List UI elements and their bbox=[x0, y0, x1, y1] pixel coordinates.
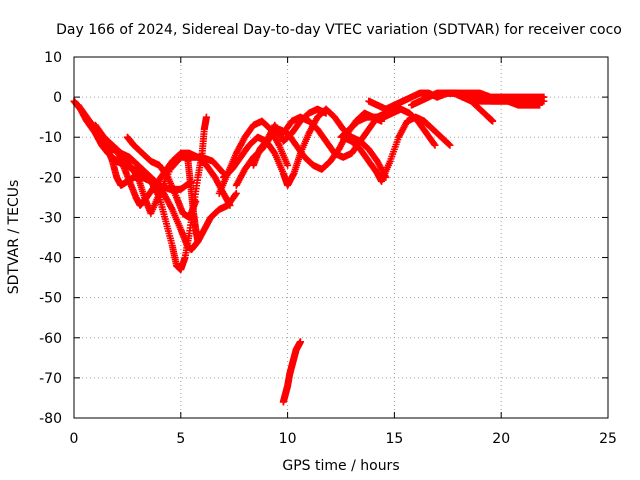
data-point bbox=[232, 189, 240, 197]
y-tick-label: -70 bbox=[39, 371, 62, 387]
data-point bbox=[322, 109, 330, 117]
x-tick-label: 0 bbox=[70, 431, 79, 447]
axis-ticks bbox=[73, 56, 609, 419]
series-track-19 bbox=[450, 89, 544, 109]
series-track-14 bbox=[339, 113, 454, 185]
x-tick-label: 25 bbox=[599, 431, 617, 447]
data-point bbox=[540, 93, 548, 101]
y-tick-label: -80 bbox=[39, 411, 62, 427]
x-tick-label: 20 bbox=[492, 431, 510, 447]
y-tick-label: -60 bbox=[39, 331, 62, 347]
data-marks bbox=[70, 89, 548, 406]
y-tick-label: 10 bbox=[44, 50, 62, 66]
data-point bbox=[133, 172, 141, 180]
data-point bbox=[226, 201, 234, 209]
plot-frame bbox=[73, 56, 609, 419]
x-tick-labels: 0 5 10 15 20 25 bbox=[70, 431, 617, 447]
data-point bbox=[231, 191, 239, 199]
x-axis-label: GPS time / hours bbox=[282, 458, 399, 474]
series-track-20 bbox=[279, 338, 304, 406]
grid-lines bbox=[74, 57, 608, 418]
y-tick-label: -40 bbox=[39, 251, 62, 267]
series-track-6 bbox=[91, 121, 228, 217]
y-tick-label: -50 bbox=[39, 291, 62, 307]
data-point bbox=[446, 141, 454, 149]
data-point bbox=[218, 168, 226, 176]
data-point bbox=[284, 161, 292, 169]
x-tick-label: 15 bbox=[385, 431, 403, 447]
x-tick-label: 10 bbox=[279, 431, 297, 447]
y-tick-labels: 10 0 -10 -20 -30 -40 -50 -60 -70 -80 bbox=[39, 50, 62, 427]
data-point bbox=[296, 338, 304, 346]
y-tick-label: -20 bbox=[39, 170, 62, 186]
data-point bbox=[431, 141, 439, 149]
data-point bbox=[536, 101, 544, 109]
data-point bbox=[430, 140, 438, 148]
x-tick-label: 5 bbox=[176, 431, 185, 447]
chart-title: Day 166 of 2024, Sidereal Day-to-day VTE… bbox=[56, 22, 622, 38]
y-tick-label: 0 bbox=[53, 90, 62, 106]
y-tick-label: -10 bbox=[39, 130, 62, 146]
y-tick-label: -30 bbox=[39, 210, 62, 226]
data-point bbox=[445, 140, 453, 148]
data-point bbox=[202, 113, 210, 121]
y-axis-label: SDTVAR / TECUs bbox=[6, 180, 22, 295]
series-track-7 bbox=[183, 149, 202, 246]
series-track-13 bbox=[337, 105, 439, 149]
series-track-11 bbox=[249, 105, 330, 169]
data-point bbox=[489, 117, 497, 125]
data-point bbox=[194, 238, 202, 246]
